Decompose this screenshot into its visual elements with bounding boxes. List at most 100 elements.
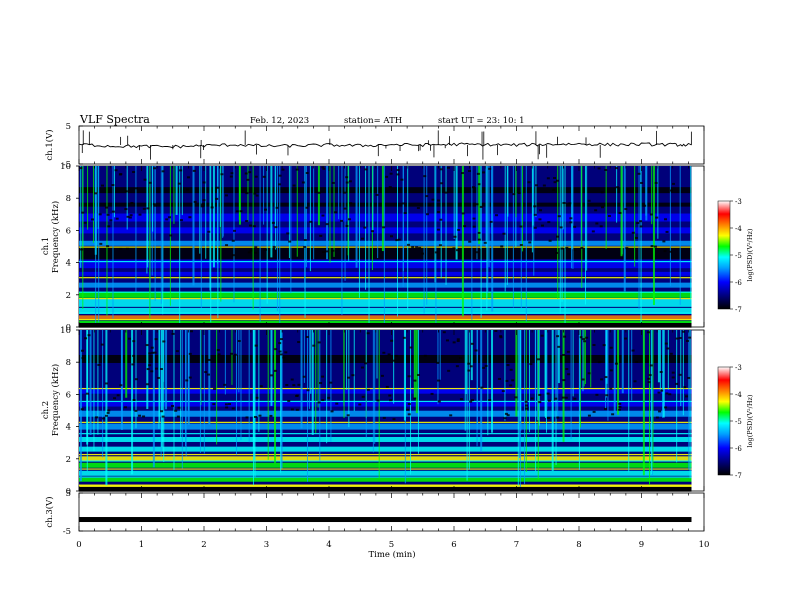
noise-speckle <box>83 221 87 224</box>
sferic <box>515 330 518 417</box>
noise-speckle <box>349 202 353 205</box>
sferic <box>461 166 464 317</box>
sferic <box>559 166 561 314</box>
noise-speckle <box>631 349 635 352</box>
ch1-waveform-line <box>78 142 692 149</box>
noise-speckle <box>442 331 446 334</box>
noise-speckle <box>553 181 557 184</box>
noise-speckle <box>519 244 523 247</box>
noise-speckle <box>459 398 463 401</box>
x-ticks: 0 1 2 3 4 5 6 7 8 9 10 <box>76 126 709 550</box>
y-tick-label: 5 <box>66 489 71 499</box>
noise-speckle <box>104 382 108 385</box>
sferic <box>640 166 642 323</box>
sferic <box>288 166 290 259</box>
x-tick-label: 7 <box>514 540 519 550</box>
noise-speckle <box>552 188 556 191</box>
noise-speckle <box>259 385 263 388</box>
noise-speckle <box>134 378 138 381</box>
spec-band <box>79 169 692 180</box>
spec-band <box>79 307 692 314</box>
noise-speckle <box>563 335 567 338</box>
colorbar-tick-label: -3 <box>735 198 742 206</box>
noise-speckle <box>463 225 467 228</box>
noise-speckle <box>597 167 601 170</box>
noise-speckle <box>385 175 389 178</box>
noise-speckle <box>455 365 459 368</box>
sferic <box>80 166 82 268</box>
colorbar-tick-label: -5 <box>735 252 742 260</box>
spec-band <box>79 388 692 394</box>
sferic <box>252 330 254 485</box>
noise-speckle <box>343 207 347 210</box>
noise-speckle <box>309 220 313 223</box>
noise-speckle <box>382 226 386 229</box>
noise-speckle <box>229 175 233 178</box>
noise-speckle <box>245 416 249 419</box>
noise-speckle <box>467 170 471 173</box>
sferic <box>551 330 554 471</box>
sferic <box>662 330 665 418</box>
noise-speckle <box>668 393 672 396</box>
sferic <box>426 166 428 305</box>
sferic <box>346 330 348 390</box>
sferic <box>365 330 367 438</box>
noise-speckle <box>665 392 669 395</box>
noise-speckle <box>143 178 147 181</box>
noise-speckle <box>292 184 296 187</box>
sferic <box>311 330 314 435</box>
spec-line <box>79 312 692 314</box>
sferic <box>163 330 165 463</box>
sferic <box>485 166 487 248</box>
spec-band <box>79 298 692 307</box>
noise-speckle <box>581 378 585 381</box>
noise-speckle <box>279 338 283 341</box>
ch3-waveform-line <box>79 517 692 523</box>
spec-line <box>79 246 692 248</box>
sferic <box>628 330 630 473</box>
colorbar-tick-label: -7 <box>735 472 742 480</box>
spec-band <box>79 291 692 298</box>
noise-speckle <box>407 375 411 378</box>
noise-speckle <box>155 367 159 370</box>
noise-speckle <box>402 202 406 205</box>
noise-speckle <box>569 221 573 224</box>
spec-band <box>79 477 692 482</box>
noise-speckle <box>573 225 577 228</box>
sferic <box>581 166 583 288</box>
sferic <box>199 330 201 453</box>
noise-speckle <box>537 358 541 361</box>
noise-speckle <box>177 406 181 409</box>
noise-speckle <box>253 192 257 195</box>
noise-speckle <box>647 377 651 380</box>
sferic <box>358 166 360 298</box>
noise-speckle <box>148 181 152 184</box>
noise-speckle <box>468 240 472 243</box>
sferic <box>487 166 489 294</box>
sferic <box>562 330 565 442</box>
colorbar-scale <box>717 366 731 476</box>
noise-speckle <box>317 401 321 404</box>
noise-speckle <box>421 252 425 255</box>
noise-speckle <box>364 362 368 365</box>
noise-speckle <box>554 251 558 254</box>
noise-speckle <box>456 340 460 343</box>
sferic <box>192 166 195 286</box>
sferic <box>347 166 349 256</box>
spec-band <box>79 410 692 417</box>
noise-speckle <box>274 348 278 351</box>
noise-speckle <box>663 250 667 253</box>
sferic <box>238 330 240 393</box>
spec-line <box>79 260 692 263</box>
sferic <box>605 330 607 398</box>
sferic <box>147 166 149 268</box>
sferic <box>208 330 211 425</box>
noise-speckle <box>98 213 102 216</box>
noise-speckle <box>282 356 286 359</box>
sferic <box>224 330 226 395</box>
noise-speckle <box>611 413 615 416</box>
noise-speckle <box>210 206 214 209</box>
sferic <box>557 330 560 384</box>
noise-speckle <box>512 193 516 196</box>
noise-speckle <box>565 246 569 249</box>
